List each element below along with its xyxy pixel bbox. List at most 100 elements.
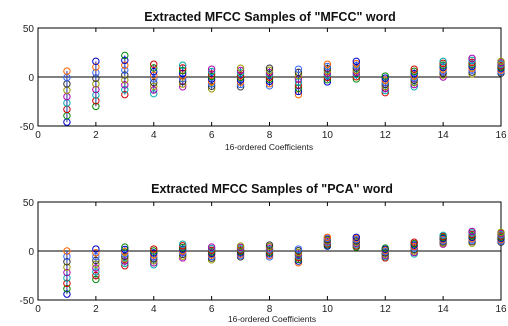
data-point (468, 58, 476, 66)
data-point (178, 69, 187, 78)
data-point (236, 73, 245, 82)
data-point (92, 256, 100, 265)
data-point (468, 64, 476, 72)
data-point (439, 63, 447, 71)
data-point (92, 260, 100, 268)
data-point (323, 64, 332, 73)
data-point (265, 64, 274, 72)
data-point (92, 275, 100, 284)
data-point (236, 242, 245, 250)
data-point (468, 66, 476, 74)
data-point (121, 90, 129, 99)
data-point (121, 245, 129, 254)
data-point (236, 76, 245, 84)
x-tick-label: 6 (209, 304, 215, 315)
x-tick-label: 14 (438, 304, 450, 315)
data-point (265, 241, 274, 249)
data-point (236, 83, 245, 91)
data-point (150, 71, 158, 79)
data-point (63, 258, 71, 266)
data-point (323, 62, 332, 71)
data-point (63, 274, 71, 282)
data-point (439, 67, 447, 75)
data-point (150, 251, 158, 259)
data-point (150, 249, 158, 257)
data-point (439, 59, 447, 67)
data-marks (38, 227, 505, 298)
x-tick-label: 12 (380, 304, 392, 315)
x-tick-label: 6 (209, 130, 215, 141)
data-point (92, 63, 100, 71)
data-point (92, 57, 100, 66)
data-point (410, 65, 418, 73)
x-tick-label: 2 (93, 130, 99, 141)
data-point (121, 86, 129, 94)
data-point (207, 72, 216, 81)
data-point (439, 61, 447, 69)
data-point (92, 252, 100, 261)
x-tick-label: 4 (151, 130, 157, 141)
data-point (150, 64, 158, 72)
data-point (63, 279, 71, 288)
data-point (178, 64, 187, 72)
data-point (121, 61, 129, 69)
chart-pca-word: Extracted MFCC Samples of "PCA" word -50… (20, 182, 507, 324)
data-point (92, 271, 100, 280)
x-axis: 0 2 4 6 8 10 12 14 16 (35, 28, 507, 141)
data-point (92, 74, 100, 82)
data-point (178, 66, 187, 75)
data-point (410, 238, 418, 246)
data-point (63, 263, 71, 271)
y-tick-label: 0 (28, 73, 34, 84)
data-point (236, 66, 245, 75)
data-point (63, 290, 71, 298)
data-point (381, 74, 389, 82)
data-point (92, 102, 100, 111)
data-point (121, 250, 129, 258)
data-point (121, 262, 129, 270)
data-point (323, 233, 332, 241)
data-point (92, 91, 100, 99)
data-point (294, 65, 303, 73)
data-point (92, 264, 100, 272)
data-point (178, 240, 187, 248)
data-point (150, 89, 158, 98)
data-point (352, 57, 361, 66)
data-point (63, 285, 71, 293)
data-point (468, 68, 476, 76)
data-point (92, 85, 100, 94)
data-point (207, 75, 216, 83)
data-point (439, 73, 447, 81)
data-point (121, 259, 129, 268)
data-point (497, 57, 505, 66)
x-tick-label: 4 (151, 304, 157, 315)
data-point (497, 228, 505, 237)
data-point (92, 68, 100, 77)
data-point (236, 78, 245, 86)
data-point (92, 97, 100, 105)
data-point (150, 67, 158, 76)
x-tick-label: 10 (322, 130, 334, 141)
data-marks (38, 51, 505, 126)
y-tick-label: 0 (28, 247, 34, 258)
data-point (178, 61, 187, 69)
data-point (63, 252, 71, 261)
data-point (178, 72, 187, 80)
data-point (150, 245, 158, 253)
data-point (121, 255, 129, 263)
data-point (150, 86, 158, 94)
data-point (150, 253, 158, 261)
x-axis-label: 16-ordered Coefficients (228, 314, 316, 324)
data-point (352, 59, 361, 68)
data-point (381, 72, 389, 80)
data-point (207, 85, 216, 93)
data-point (63, 268, 71, 277)
data-point (150, 60, 158, 68)
data-point (150, 75, 158, 83)
data-point (207, 243, 216, 251)
data-point (468, 70, 476, 78)
data-point (63, 67, 71, 75)
x-tick-label: 0 (35, 130, 41, 141)
data-point (410, 69, 418, 78)
x-tick-label: 16 (495, 304, 507, 315)
